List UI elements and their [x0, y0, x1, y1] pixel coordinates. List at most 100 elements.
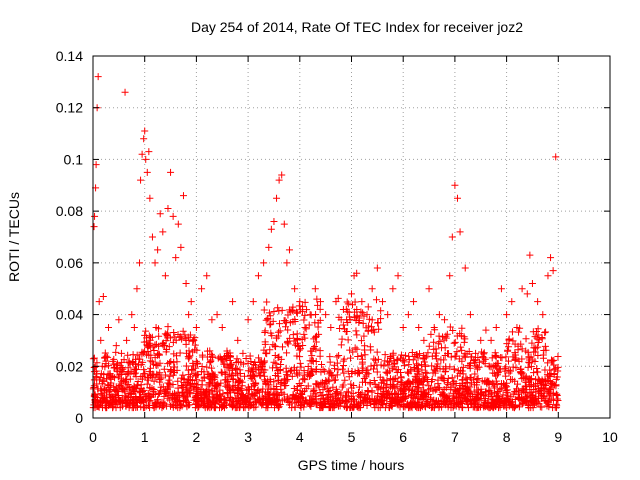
- data-point: [187, 298, 195, 306]
- data-point: [458, 346, 466, 354]
- data-point: [491, 384, 499, 392]
- data-point: [528, 280, 536, 288]
- data-point: [301, 311, 309, 319]
- data-point: [184, 353, 192, 361]
- data-point: [526, 376, 534, 384]
- data-point: [452, 387, 460, 395]
- data-point: [353, 313, 361, 321]
- data-point: [367, 346, 375, 354]
- data-point: [167, 366, 175, 374]
- data-point: [423, 399, 431, 407]
- data-point: [466, 311, 474, 319]
- data-point: [270, 391, 278, 399]
- data-point: [99, 292, 107, 300]
- data-point: [310, 385, 318, 393]
- data-point: [208, 352, 216, 360]
- data-point: [204, 347, 212, 355]
- data-point: [117, 397, 125, 405]
- data-point: [386, 381, 394, 389]
- data-point: [379, 298, 387, 306]
- data-point: [515, 394, 523, 402]
- data-point: [193, 346, 201, 354]
- data-point: [342, 392, 350, 400]
- data-point: [233, 394, 241, 402]
- data-point: [450, 365, 458, 373]
- data-point: [523, 290, 531, 298]
- data-point: [361, 351, 369, 359]
- data-point: [382, 368, 390, 376]
- data-point: [255, 369, 263, 377]
- data-point: [377, 379, 385, 387]
- data-point: [192, 395, 200, 403]
- data-point: [211, 404, 219, 412]
- data-point: [291, 403, 299, 411]
- data-point: [311, 390, 319, 398]
- data-point: [95, 376, 103, 384]
- data-point: [525, 401, 533, 409]
- data-point: [98, 362, 106, 370]
- data-point: [94, 402, 102, 410]
- data-point: [386, 399, 394, 407]
- data-point: [114, 360, 122, 368]
- data-point: [303, 306, 311, 314]
- data-point: [261, 340, 269, 348]
- data-point: [279, 343, 287, 351]
- data-point: [129, 351, 137, 359]
- data-point: [419, 372, 427, 380]
- data-point: [246, 352, 254, 360]
- data-point: [316, 298, 324, 306]
- data-point: [271, 342, 279, 350]
- data-point: [472, 404, 480, 412]
- data-point: [340, 361, 348, 369]
- data-point: [546, 366, 554, 374]
- data-point: [374, 404, 382, 412]
- data-point: [500, 380, 508, 388]
- data-point: [255, 354, 263, 362]
- x-tick-label: 6: [399, 429, 407, 445]
- x-axis-label: GPS time / hours: [298, 457, 405, 473]
- data-point: [527, 353, 535, 361]
- data-point: [120, 356, 128, 364]
- data-point: [456, 228, 464, 236]
- data-point: [351, 368, 359, 376]
- data-point: [267, 398, 275, 406]
- data-point: [280, 375, 288, 383]
- data-point: [508, 376, 516, 384]
- data-point: [478, 348, 486, 356]
- data-point: [192, 389, 200, 397]
- data-point: [329, 383, 337, 391]
- data-point: [153, 351, 161, 359]
- data-point: [419, 381, 427, 389]
- data-point: [505, 335, 513, 343]
- data-point: [491, 349, 499, 357]
- data-point: [140, 338, 148, 346]
- data-point: [151, 259, 159, 267]
- data-point: [402, 352, 410, 360]
- data-point: [163, 402, 171, 410]
- data-point: [210, 394, 218, 402]
- data-point: [295, 393, 303, 401]
- data-point: [205, 380, 213, 388]
- data-point: [136, 393, 144, 401]
- data-point: [312, 366, 320, 374]
- data-point: [499, 391, 507, 399]
- data-point: [293, 352, 301, 360]
- data-point: [512, 402, 520, 410]
- data-point: [103, 397, 111, 405]
- data-point: [135, 355, 143, 363]
- data-point: [461, 353, 469, 361]
- data-point: [149, 343, 157, 351]
- data-point: [139, 372, 147, 380]
- data-point: [266, 312, 274, 320]
- data-point: [488, 395, 496, 403]
- data-point: [110, 383, 118, 391]
- data-point: [121, 377, 129, 385]
- data-point: [182, 340, 190, 348]
- data-point: [370, 376, 378, 384]
- data-point: [412, 351, 420, 359]
- data-point: [261, 327, 269, 335]
- data-point: [504, 357, 512, 365]
- data-point: [439, 365, 447, 373]
- data-point: [379, 376, 387, 384]
